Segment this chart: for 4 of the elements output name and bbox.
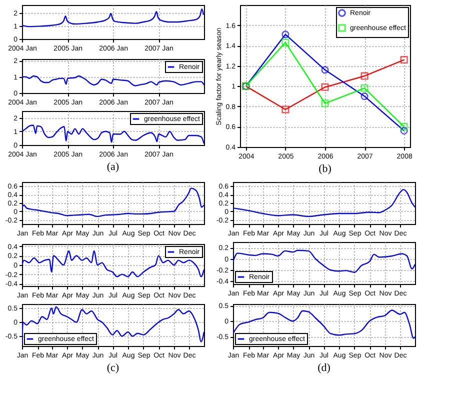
text: (c): [106, 362, 120, 374]
text: (a): [106, 161, 120, 173]
text: (d): [318, 362, 331, 374]
text: (b): [318, 163, 332, 175]
